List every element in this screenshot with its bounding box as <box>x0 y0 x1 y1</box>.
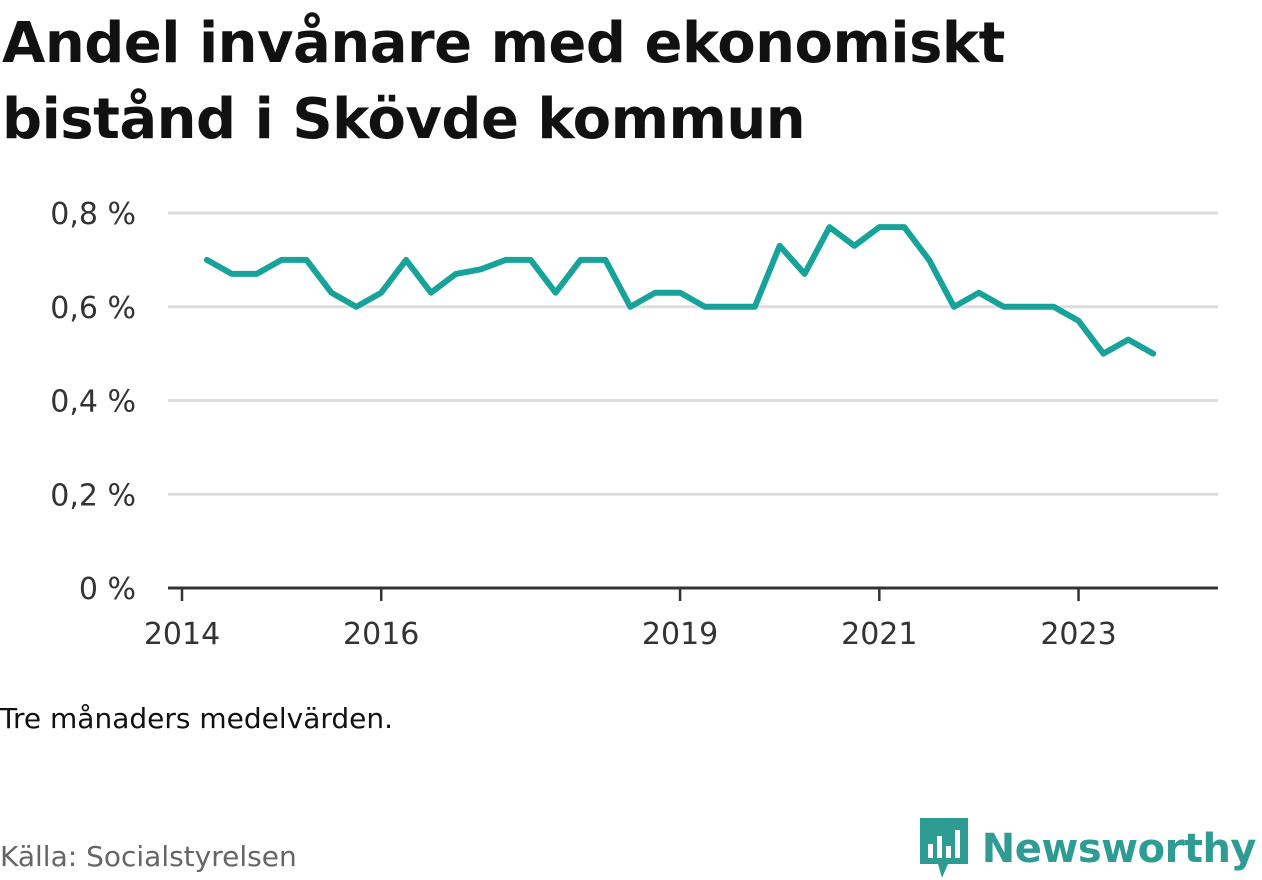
data-point <box>430 292 432 294</box>
newsworthy-chart-bubble-icon <box>919 818 968 878</box>
data-point <box>579 259 581 261</box>
data-point <box>1078 320 1080 322</box>
series-line <box>203 224 1157 357</box>
x-tick-label: 2023 <box>1040 617 1116 652</box>
chart-title: Andel invånare med ekonomiskt bistånd i … <box>2 11 1005 152</box>
data-point <box>281 259 283 261</box>
y-tick-label: 0,6 % <box>50 291 136 326</box>
data-point <box>1102 353 1104 355</box>
data-point <box>530 259 532 261</box>
data-point <box>206 259 208 261</box>
data-point <box>355 306 357 308</box>
data-point <box>978 292 980 294</box>
x-axis-labels: 2014 2016 2019 2021 2023 <box>144 617 1117 652</box>
data-point <box>480 268 482 270</box>
data-point <box>853 245 855 247</box>
data-point <box>829 226 830 228</box>
data-point <box>903 226 905 228</box>
data-point <box>256 273 258 275</box>
data-point <box>779 245 781 247</box>
brand-name: Newsworthy <box>981 826 1257 872</box>
data-point <box>928 259 930 261</box>
data-point <box>1152 353 1154 355</box>
x-axis-ticks <box>180 588 1080 601</box>
data-point <box>729 306 731 308</box>
data-point <box>505 259 507 261</box>
y-tick-label: 0,4 % <box>50 385 136 420</box>
line-chart: 0 % 0,2 % 0,4 % 0,6 % 0,8 % 2014 2016 2019 2021… <box>50 197 1218 652</box>
data-series <box>203 224 1157 357</box>
data-point <box>380 292 382 294</box>
y-tick-label: 0,2 % <box>50 478 136 513</box>
data-point <box>1053 306 1055 308</box>
data-point <box>231 273 233 275</box>
data-point <box>1003 306 1005 308</box>
data-point <box>754 306 756 308</box>
newsworthy-logo: Newsworthy <box>919 818 1257 880</box>
x-tick-label: 2016 <box>343 617 419 652</box>
data-point <box>629 306 631 308</box>
y-tick-label: 0 % <box>79 572 136 607</box>
y-axis-labels: 0 % 0,2 % 0,4 % 0,6 % 0,8 % <box>50 197 136 607</box>
data-point <box>704 306 706 308</box>
x-tick-label: 2014 <box>144 617 220 652</box>
data-point <box>306 259 308 261</box>
data-point <box>1127 339 1129 341</box>
data-point <box>330 292 332 294</box>
data-point <box>1028 306 1030 308</box>
x-tick-label: 2021 <box>841 617 917 652</box>
data-point <box>953 306 955 308</box>
source-text: Källa: Socialstyrelsen <box>0 840 297 873</box>
data-point <box>455 273 457 275</box>
data-point <box>555 292 557 294</box>
data-point <box>878 226 880 228</box>
data-point <box>804 273 806 275</box>
data-point <box>679 292 681 294</box>
data-point <box>604 259 606 261</box>
x-tick-label: 2019 <box>642 617 718 652</box>
data-point <box>654 292 656 294</box>
gridlines <box>168 211 1218 496</box>
chart-note: Tre månaders medelvärden. <box>0 702 394 735</box>
y-tick-label: 0,8 % <box>50 197 136 232</box>
data-point <box>405 259 407 261</box>
